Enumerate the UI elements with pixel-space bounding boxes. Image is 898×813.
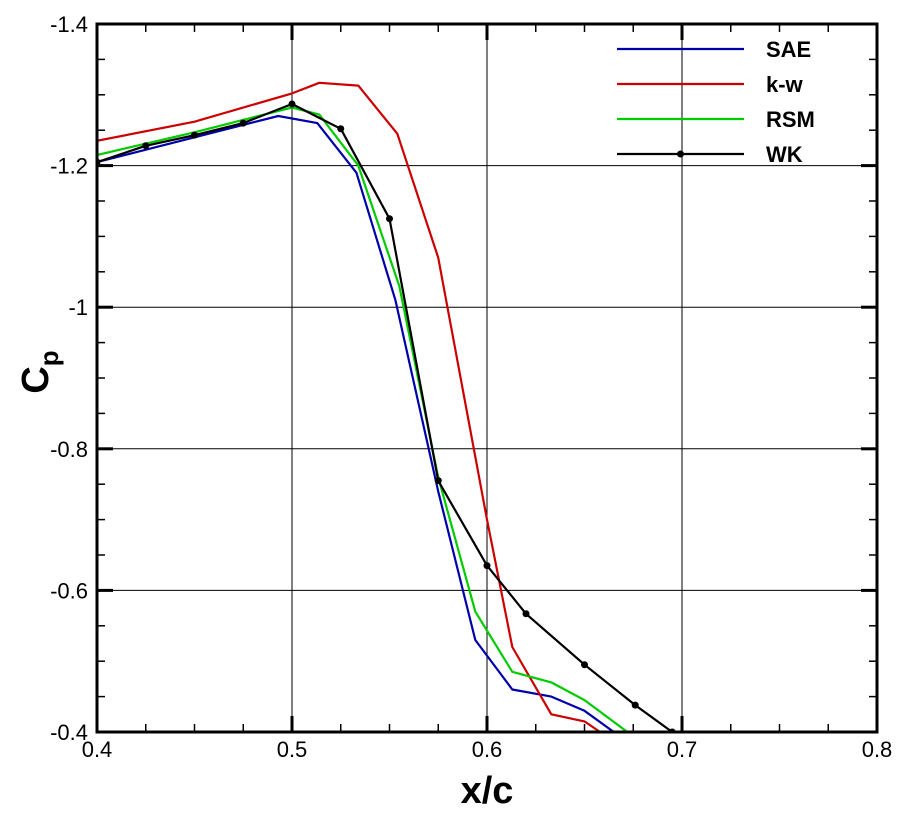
x-tick-labels: 0.4 0.5 0.6 0.7 0.8 [82,737,893,762]
series-point-wk [191,131,198,139]
legend-label-k-w: k-w [766,72,804,97]
legend-label-rsm: RSM [766,107,815,132]
y-tick-label: -0.8 [50,437,88,462]
series-point-wk [239,119,247,127]
x-tick-label: 0.6 [472,737,503,762]
grid-lines [97,24,877,732]
axis-ticks [95,22,879,734]
x-tick-label: 0.5 [277,737,308,762]
y-axis-title-base: C [15,366,57,393]
x-tick-label: 0.4 [82,737,113,762]
x-axis-title: x/c [461,770,514,812]
y-axis-title-subscript: p [34,350,64,366]
series-line-wk [97,102,673,732]
legend-label-sae: SAE [766,37,811,62]
y-tick-labels: -1.4 -1.2 -1 -0.8 -0.6 -0.4 [50,12,88,745]
x-tick-label: 0.7 [667,737,698,762]
series-line-rsm [97,106,629,732]
y-axis-title: Cp [15,350,64,393]
legend-label-wk: WK [766,142,803,167]
series-line-sae [97,114,615,732]
series-point-wk [434,477,442,485]
series-point-wk [337,125,345,133]
series-point-wk [142,142,150,150]
series-layer [97,81,676,732]
series-point-wk [631,701,639,709]
legend: SAE k-w RSM WK [617,37,815,167]
series-point-wk [483,562,491,570]
series-point-wk [386,215,393,223]
x-tick-label: 0.8 [862,737,893,762]
y-tick-label: -1.4 [50,12,88,37]
y-tick-label: -1.2 [50,154,88,179]
y-tick-label: -0.6 [50,578,88,603]
series-line-k-w [97,81,601,732]
series-point-wk [288,100,296,108]
series-point-wk [581,661,588,669]
y-tick-label: -0.4 [50,720,88,745]
series-point-wk [522,610,530,618]
legend-marker-wk [677,150,684,158]
y-tick-label: -1 [68,295,88,320]
